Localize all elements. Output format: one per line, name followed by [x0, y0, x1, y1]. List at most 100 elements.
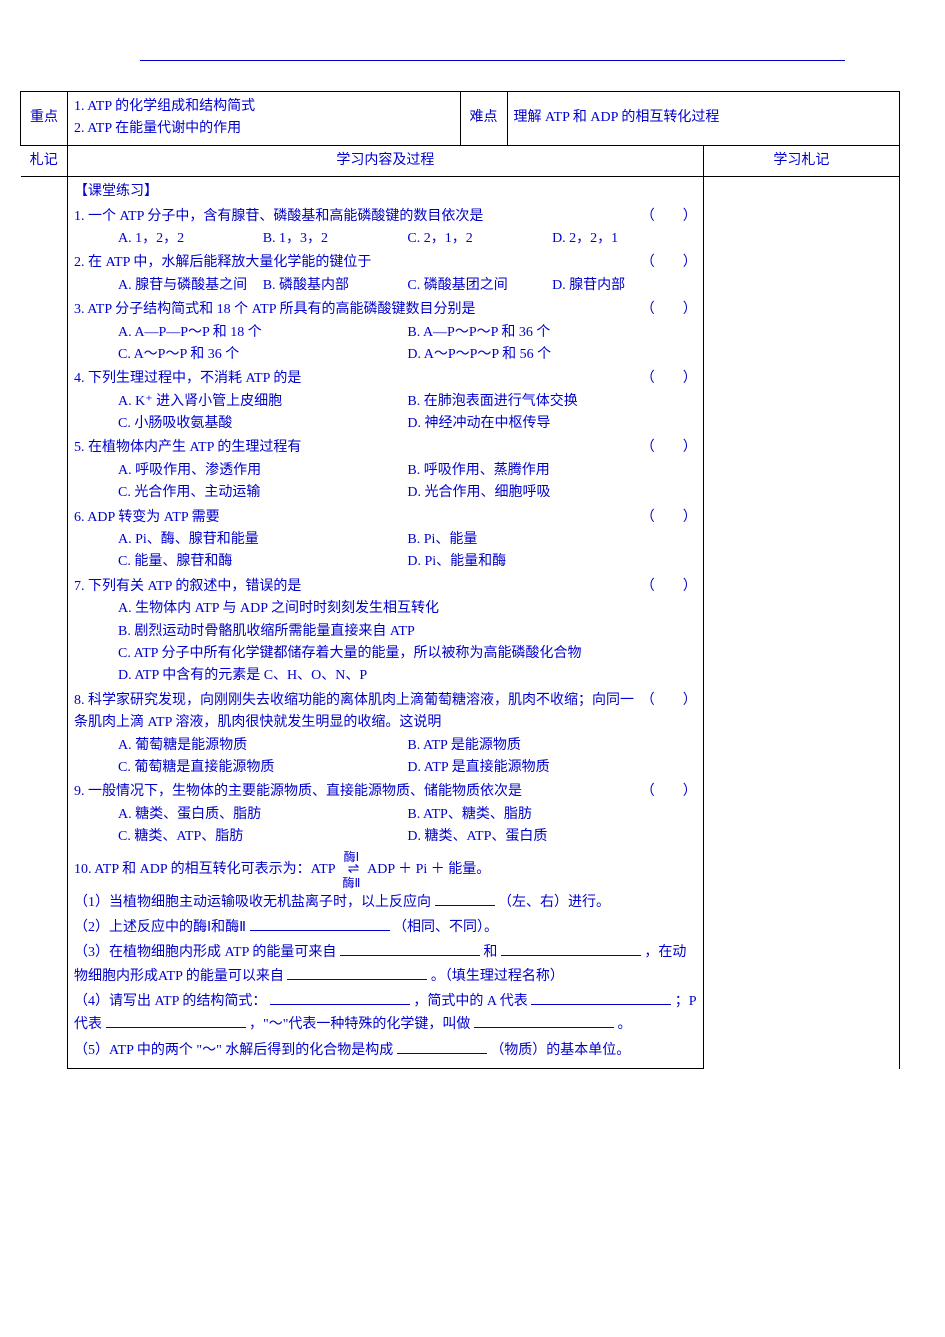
- blank: [106, 1013, 246, 1028]
- answer-paren: （ ）: [641, 781, 697, 803]
- answer-paren: （ ）: [641, 299, 697, 321]
- question-stem-line: 2. 在 ATP 中，水解后能释放大量化学能的键位于（ ）: [74, 252, 697, 274]
- option: A. 腺苷与磷酸基之间: [118, 275, 263, 297]
- options: A. 糖类、蛋白质、脂肪B. ATP、糖类、脂肪C. 糖类、ATP、脂肪D. 糖…: [118, 804, 697, 849]
- answer-paren: （ ）: [641, 368, 697, 390]
- page-root: 重点 1. ATP 的化学组成和结构简式 2. ATP 在能量代谢中的作用 难点…: [0, 0, 945, 1069]
- q10-part2: （2）上述反应中的酶Ⅰ和酶Ⅱ （相同、不同）。: [74, 916, 697, 939]
- question-1: 1. 一个 ATP 分子中，含有腺苷、磷酸基和高能磷酸键的数目依次是（ ）A. …: [74, 206, 697, 251]
- answer-paren: （ ）: [641, 507, 697, 529]
- keypoints-row: 重点 1. ATP 的化学组成和结构简式 2. ATP 在能量代谢中的作用 难点…: [21, 92, 900, 146]
- question-stem: 9. 一般情况下，生物体的主要能源物质、直接能源物质、储能物质依次是: [74, 781, 522, 803]
- q10-intro-b: ADP ＋ Pi ＋ 能量。: [367, 862, 490, 877]
- q10-part5: （5）ATP 中的两个 "～" 水解后得到的化合物是构成 （物质）的基本单位。: [74, 1039, 697, 1062]
- q10-p1a: （1）当植物细胞主动运输吸收无机盐离子时，以上反应向: [74, 895, 431, 910]
- q10-p2b: （相同、不同）。: [393, 920, 498, 935]
- question-stem-line: 8. 科学家研究发现，向刚刚失去收缩功能的离体肌肉上滴葡萄糖溶液，肌肉不收缩；向…: [74, 690, 697, 735]
- blank: [270, 990, 410, 1005]
- enzyme-1-label: 酶Ⅰ: [342, 851, 360, 863]
- q10-p4a: （4）请写出 ATP 的结构简式：: [74, 994, 266, 1009]
- blank: [531, 990, 671, 1005]
- option: A. 1，2，2: [118, 228, 263, 250]
- options: A. 生物体内 ATP 与 ADP 之间时时刻刻发生相互转化B. 剧烈运动时骨骼…: [118, 598, 697, 688]
- option: A. A—P—P～P 和 18 个: [118, 322, 407, 344]
- option: A. 生物体内 ATP 与 ADP 之间时时刻刻发生相互转化: [118, 598, 697, 620]
- zhongdian-line-1: 1. ATP 的化学组成和结构简式: [74, 96, 454, 118]
- question-stem-line: 3. ATP 分子结构简式和 18 个 ATP 所具有的高能磷酸键数目分别是（ …: [74, 299, 697, 321]
- answer-paren: （ ）: [641, 690, 697, 735]
- option: A. 呼吸作用、渗透作用: [118, 460, 407, 482]
- option: D. 2，2，1: [552, 228, 697, 250]
- option: D. ATP 中含有的元素是 C、H、O、N、P: [118, 665, 697, 687]
- zhongdian-text: 1. ATP 的化学组成和结构简式 2. ATP 在能量代谢中的作用: [68, 92, 461, 146]
- option: D. ATP 是直接能源物质: [407, 757, 696, 779]
- blank: [250, 916, 390, 931]
- options: A. Pi、酶、腺苷和能量B. Pi、能量C. 能量、腺苷和酶D. Pi、能量和…: [118, 529, 697, 574]
- body-row: 【课堂练习】 1. 一个 ATP 分子中，含有腺苷、磷酸基和高能磷酸键的数目依次…: [21, 177, 900, 1069]
- question-stem-line: 4. 下列生理过程中，不消耗 ATP 的是 （ ）: [74, 368, 697, 390]
- option: B. Pi、能量: [407, 529, 696, 551]
- option: A. 葡萄糖是能源物质: [118, 735, 407, 757]
- option: B. ATP 是能源物质: [407, 735, 696, 757]
- questions-container: 1. 一个 ATP 分子中，含有腺苷、磷酸基和高能磷酸键的数目依次是（ ）A. …: [74, 206, 697, 849]
- blank: [501, 941, 641, 956]
- option: C. 光合作用、主动运输: [118, 482, 407, 504]
- answer-paren: （ ）: [641, 252, 697, 274]
- arrows-icon: ⇌: [342, 863, 360, 877]
- option: C. A～P～P 和 36 个: [118, 344, 407, 366]
- question-stem: 4. 下列生理过程中，不消耗 ATP 的是: [74, 368, 301, 390]
- blank: [287, 965, 427, 980]
- question-stem-line: 5. 在植物体内产生 ATP 的生理过程有（ ）: [74, 437, 697, 459]
- option: D. A～P～P～P 和 56 个: [407, 344, 696, 366]
- options: A. 腺苷与磷酸基之间B. 磷酸基内部C. 磷酸基团之间D. 腺苷内部: [118, 275, 697, 297]
- options: A. K⁺ 进入肾小管上皮细胞B. 在肺泡表面进行气体交换C. 小肠吸收氨基酸D…: [118, 391, 697, 436]
- q10-p4b: ，简式中的 A 代表: [413, 994, 527, 1009]
- question-stem: 5. 在植物体内产生 ATP 的生理过程有: [74, 437, 301, 459]
- option: C. ATP 分子中所有化学键都储存着大量的能量，所以被称为高能磷酸化合物: [118, 643, 697, 665]
- option: C. 小肠吸收氨基酸: [118, 413, 407, 435]
- option: D. 腺苷内部: [552, 275, 697, 297]
- option: B. 磷酸基内部: [263, 275, 408, 297]
- question-3: 3. ATP 分子结构简式和 18 个 ATP 所具有的高能磷酸键数目分别是（ …: [74, 299, 697, 366]
- left-notes-label: 札记: [21, 145, 68, 176]
- q10-intro-a: 10. ATP 和 ADP 的相互转化可表示为：ATP: [74, 862, 335, 877]
- q10-p4d: ，"～"代表一种特殊的化学键，叫做: [249, 1017, 470, 1032]
- blank: [397, 1039, 487, 1054]
- option: B. A—P～P～P 和 36 个: [407, 322, 696, 344]
- q10-part1: （1）当植物细胞主动运输吸收无机盐离子时，以上反应向 （左、右）进行。: [74, 891, 697, 914]
- options: A. 葡萄糖是能源物质B. ATP 是能源物质C. 葡萄糖是直接能源物质D. A…: [118, 735, 697, 780]
- section-title: 学习内容及过程: [68, 145, 704, 176]
- right-notes-label: 学习札记: [703, 145, 899, 176]
- option: C. 葡萄糖是直接能源物质: [118, 757, 407, 779]
- answer-paren: （ ）: [641, 206, 697, 228]
- q10-p2a: （2）上述反应中的酶Ⅰ和酶Ⅱ: [74, 920, 246, 935]
- question-stem-line: 7. 下列有关 ATP 的叙述中，错误的是（ ）: [74, 576, 697, 598]
- q10-p5b: （物质）的基本单位。: [490, 1043, 630, 1058]
- options: A. 1，2，2B. 1，3，2C. 2，1，2D. 2，2，1: [118, 228, 697, 250]
- question-stem-line: 6. ADP 转变为 ATP 需要（ ）: [74, 507, 697, 529]
- option: C. 磷酸基团之间: [407, 275, 552, 297]
- question-5: 5. 在植物体内产生 ATP 的生理过程有（ ）A. 呼吸作用、渗透作用B. 呼…: [74, 437, 697, 504]
- section-header-row: 札记 学习内容及过程 学习札记: [21, 145, 900, 176]
- option: A. K⁺ 进入肾小管上皮细胞: [118, 391, 407, 413]
- option: A. 糖类、蛋白质、脂肪: [118, 804, 407, 826]
- question-6: 6. ADP 转变为 ATP 需要（ ）A. Pi、酶、腺苷和能量B. Pi、能…: [74, 507, 697, 574]
- options: A. 呼吸作用、渗透作用B. 呼吸作用、蒸腾作用C. 光合作用、主动运输D. 光…: [118, 460, 697, 505]
- question-stem: 1. 一个 ATP 分子中，含有腺苷、磷酸基和高能磷酸键的数目依次是: [74, 206, 483, 228]
- q10: 10. ATP 和 ADP 的相互转化可表示为：ATP 酶Ⅰ ⇌ 酶Ⅱ ADP …: [74, 851, 697, 889]
- nandian-label: 难点: [460, 92, 507, 146]
- option: C. 2，1，2: [407, 228, 552, 250]
- left-notes-col: [21, 177, 68, 1069]
- reversible-arrow: 酶Ⅰ ⇌ 酶Ⅱ: [342, 851, 360, 889]
- q10-p4e: 。: [617, 1017, 631, 1032]
- option: D. Pi、能量和酶: [407, 551, 696, 573]
- question-stem: 7. 下列有关 ATP 的叙述中，错误的是: [74, 576, 301, 598]
- question-4: 4. 下列生理过程中，不消耗 ATP 的是（ ）A. K⁺ 进入肾小管上皮细胞B…: [74, 368, 697, 435]
- blank: [435, 891, 495, 906]
- option: C. 糖类、ATP、脂肪: [118, 826, 407, 848]
- question-stem: 8. 科学家研究发现，向刚刚失去收缩功能的离体肌肉上滴葡萄糖溶液，肌肉不收缩；向…: [74, 690, 641, 735]
- option: B. 在肺泡表面进行气体交换: [407, 391, 696, 413]
- practice-heading: 【课堂练习】: [74, 181, 697, 203]
- q10-p3a: （3）在植物细胞内形成 ATP 的能量可来自: [74, 945, 336, 960]
- option: C. 能量、腺苷和酶: [118, 551, 407, 573]
